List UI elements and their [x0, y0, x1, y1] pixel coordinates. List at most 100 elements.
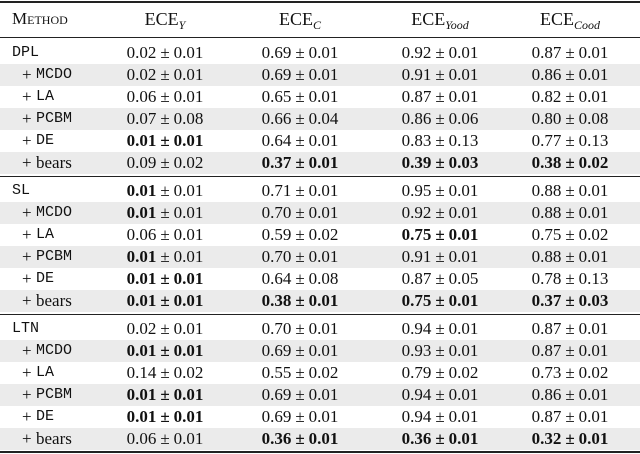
cell: 0.06 ±0.01	[127, 428, 204, 450]
cell-std: 0.01	[578, 203, 609, 222]
row-name: MCDO	[36, 342, 73, 359]
cell-mean: 0.01	[126, 203, 157, 222]
cell-std: 0.01	[578, 181, 609, 200]
cell: 0.36 ±0.01	[402, 428, 479, 450]
row-name: DPL	[12, 44, 40, 61]
row-stripe	[0, 202, 640, 224]
cell: 0.71 ±0.01	[262, 180, 339, 202]
cell-mean: 0.82	[531, 87, 562, 106]
cell-mean: 0.91	[401, 247, 432, 266]
cell-std: 0.05	[448, 269, 479, 288]
cell-mean: 0.88	[531, 247, 562, 266]
cell-separator: ±	[295, 247, 305, 266]
row-name: DE	[36, 270, 55, 287]
row-stripe	[0, 152, 640, 174]
cell-separator: ±	[435, 65, 445, 84]
cell-mean: 0.01	[126, 385, 157, 404]
row-name: PCBM	[36, 386, 73, 403]
column-header-sub: Y	[178, 18, 186, 32]
cell: 0.82 ±0.01	[532, 86, 609, 108]
cell-mean: 0.01	[126, 181, 157, 200]
cell-mean: 0.69	[261, 65, 292, 84]
cell-mean: 0.73	[531, 363, 562, 382]
cell-std: 0.02	[578, 225, 609, 244]
cell-mean: 0.06	[126, 87, 157, 106]
cell-separator: ±	[565, 247, 575, 266]
cell: 0.07 ±0.08	[127, 108, 204, 130]
cell-mean: 0.06	[126, 225, 157, 244]
cell-std: 0.01	[448, 65, 479, 84]
row-prefix: +	[22, 291, 32, 310]
row-stripe	[0, 340, 640, 362]
cell: 0.73 ±0.02	[532, 362, 609, 384]
cell-separator: ±	[160, 225, 170, 244]
row-prefix: +	[22, 407, 32, 426]
cell-mean: 0.78	[531, 269, 562, 288]
cell: 0.39 ±0.03	[402, 152, 479, 174]
cell-separator: ±	[435, 247, 445, 266]
cell-std: 0.01	[578, 385, 609, 404]
cell: 0.01 ±0.01	[127, 340, 204, 362]
cell: 0.75 ±0.01	[402, 290, 479, 312]
cell-std: 0.01	[173, 203, 204, 222]
cell: 0.01 ±0.01	[127, 384, 204, 406]
cell-mean: 0.77	[531, 131, 562, 150]
cell: 0.66 ±0.04	[262, 108, 339, 130]
cell-separator: ±	[435, 225, 445, 244]
cell-std: 0.01	[173, 87, 204, 106]
top-rule	[0, 1, 640, 3]
cell-std: 0.13	[578, 131, 609, 150]
column-header: ECECood	[540, 2, 600, 36]
cell-separator: ±	[565, 43, 575, 62]
cell-mean: 0.91	[401, 65, 432, 84]
cell-separator: ±	[160, 319, 170, 338]
cell-separator: ±	[565, 109, 575, 128]
cell-mean: 0.70	[261, 319, 292, 338]
cell-mean: 0.87	[531, 319, 562, 338]
row-prefix: +	[22, 109, 32, 128]
cell-separator: ±	[565, 429, 575, 448]
cell-mean: 0.93	[401, 341, 432, 360]
cell: 0.69 ±0.01	[262, 64, 339, 86]
cell: 0.95 ±0.01	[402, 180, 479, 202]
cell-std: 0.02	[578, 363, 609, 382]
column-header-base: ECE	[144, 9, 179, 29]
column-header: ECEYood	[411, 2, 469, 36]
cell: 0.06 ±0.01	[127, 224, 204, 246]
cell: 0.38 ±0.02	[532, 152, 609, 174]
cell-separator: ±	[295, 407, 305, 426]
cell-mean: 0.09	[126, 153, 157, 172]
cell-std: 0.01	[308, 429, 339, 448]
cell-mean: 0.94	[401, 385, 432, 404]
cell: 0.69 ±0.01	[262, 406, 339, 428]
cell: 0.01 ±0.01	[127, 290, 204, 312]
cell-mean: 0.02	[126, 65, 157, 84]
cell-separator: ±	[565, 269, 575, 288]
cell-std: 0.01	[578, 319, 609, 338]
cell-mean: 0.86	[531, 65, 562, 84]
cell-std: 0.01	[173, 407, 204, 426]
row-prefix: +	[22, 341, 32, 360]
cell-mean: 0.70	[261, 203, 292, 222]
cell-mean: 0.36	[261, 429, 292, 448]
cell-separator: ±	[565, 131, 575, 150]
cell-mean: 0.69	[261, 407, 292, 426]
cell-mean: 0.07	[126, 109, 157, 128]
cell-mean: 0.69	[261, 43, 292, 62]
cell-separator: ±	[160, 65, 170, 84]
cell-mean: 0.01	[126, 291, 157, 310]
cell-separator: ±	[160, 429, 170, 448]
cell-mean: 0.86	[401, 109, 432, 128]
cell-separator: ±	[295, 203, 305, 222]
cell: 0.93 ±0.01	[402, 340, 479, 362]
cell: 0.88 ±0.01	[532, 180, 609, 202]
cell-mean: 0.88	[531, 203, 562, 222]
cell: 0.69 ±0.01	[262, 340, 339, 362]
cell-std: 0.01	[173, 385, 204, 404]
cell-mean: 0.39	[401, 153, 432, 172]
row-name: DE	[36, 408, 55, 425]
cell-mean: 0.02	[126, 43, 157, 62]
row-name: LA	[36, 364, 55, 381]
cell-std: 0.04	[308, 109, 339, 128]
cell-separator: ±	[160, 181, 170, 200]
